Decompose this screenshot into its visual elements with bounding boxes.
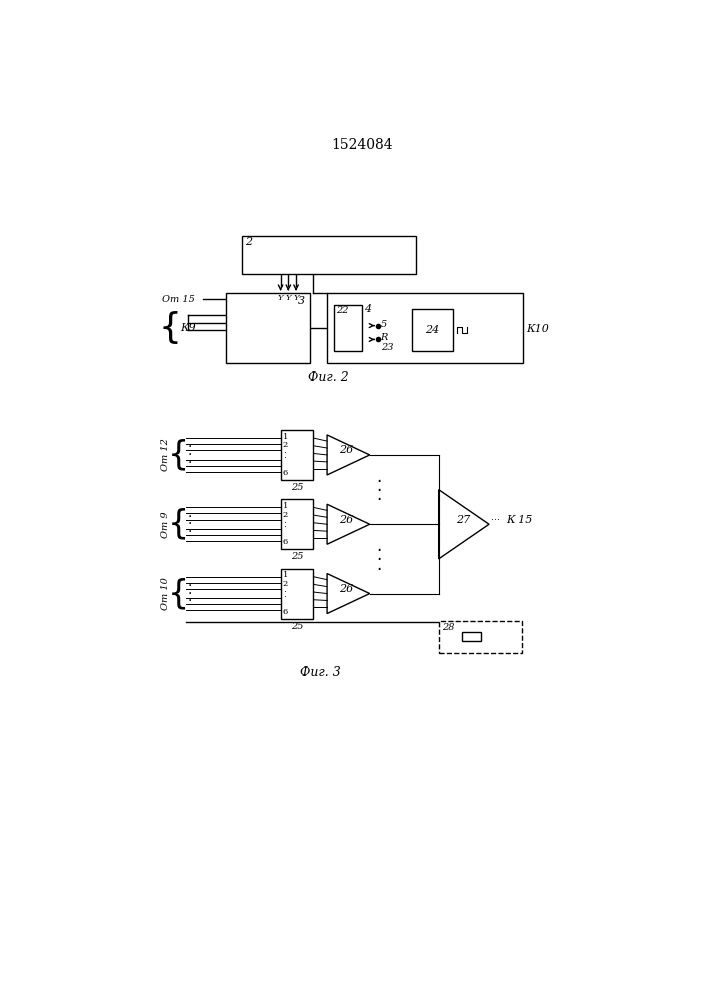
Text: К 15: К 15 [506, 515, 532, 525]
Text: 6: 6 [283, 538, 288, 546]
Text: 6: 6 [283, 469, 288, 477]
Text: 1: 1 [283, 571, 288, 579]
Bar [242, 235, 416, 274]
Text: 26: 26 [339, 584, 354, 594]
Bar [438, 620, 522, 653]
Text: ·: · [187, 456, 192, 470]
Bar [462, 632, 481, 641]
Text: 27: 27 [456, 515, 470, 525]
Text: Фиг. 3: Фиг. 3 [300, 666, 341, 679]
Text: 26: 26 [339, 515, 354, 525]
Text: 1: 1 [283, 502, 288, 510]
Text: ·: · [284, 448, 288, 458]
Text: ·: · [187, 579, 192, 593]
Text: ·: · [187, 510, 192, 524]
Text: ·: · [376, 551, 381, 569]
Text: Фиг. 2: Фиг. 2 [308, 371, 349, 384]
Text: 1524084: 1524084 [331, 138, 393, 152]
Text: К9: К9 [180, 323, 196, 333]
Bar [281, 569, 313, 619]
Text: 23: 23 [380, 343, 393, 352]
Text: От 15: От 15 [162, 295, 195, 304]
Text: ·: · [376, 561, 381, 579]
Text: ·: · [376, 473, 381, 491]
Text: 5: 5 [380, 320, 387, 329]
Text: 1: 1 [283, 433, 288, 441]
Text: 6: 6 [283, 608, 288, 616]
Text: ·: · [376, 542, 381, 560]
Text: ·: · [187, 440, 192, 454]
Text: ·: · [187, 587, 192, 601]
Text: {: { [168, 508, 189, 541]
Text: ·: · [376, 491, 381, 509]
Text: ···: ··· [491, 515, 501, 525]
Text: {: { [168, 577, 189, 610]
Bar [226, 293, 310, 363]
Text: 2: 2 [245, 237, 252, 247]
Text: ·: · [284, 518, 288, 528]
Text: 25: 25 [291, 552, 303, 561]
Text: ·: · [187, 594, 192, 608]
Text: 26: 26 [339, 445, 354, 455]
Text: От 12: От 12 [161, 439, 170, 471]
Text: От 10: От 10 [161, 577, 170, 610]
Text: 25: 25 [291, 483, 303, 492]
Text: 3: 3 [298, 296, 305, 306]
Text: 4: 4 [364, 304, 371, 314]
Text: 25: 25 [291, 622, 303, 631]
Text: К10: К10 [526, 324, 549, 334]
Text: ·: · [284, 587, 288, 597]
Bar [281, 499, 313, 549]
Text: ·: · [284, 522, 288, 532]
Bar [412, 309, 452, 351]
Text: 22: 22 [336, 306, 348, 315]
Bar [327, 293, 523, 363]
Text: 28: 28 [442, 623, 455, 632]
Text: От 9: От 9 [161, 511, 170, 538]
Bar [281, 430, 313, 480]
Text: ·: · [187, 448, 192, 462]
Text: {: { [158, 311, 181, 345]
Bar [334, 305, 362, 351]
Text: ·: · [376, 482, 381, 500]
Text: Y: Y [293, 294, 299, 302]
Text: Y: Y [278, 294, 284, 302]
Text: 2: 2 [283, 511, 288, 519]
Text: 24: 24 [426, 325, 440, 335]
Text: 2: 2 [283, 580, 288, 588]
Text: ·: · [284, 592, 288, 602]
Text: ·: · [284, 453, 288, 463]
Text: Y: Y [286, 294, 291, 302]
Text: 2: 2 [283, 441, 288, 449]
Text: R: R [380, 333, 388, 342]
Text: ·: · [187, 517, 192, 531]
Text: {: { [168, 438, 189, 471]
Text: ·: · [187, 525, 192, 539]
